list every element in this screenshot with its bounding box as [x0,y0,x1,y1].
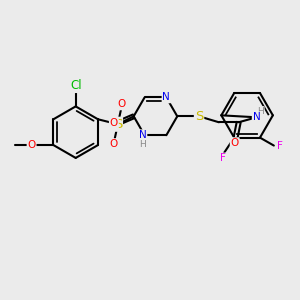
Text: S: S [195,110,203,123]
Text: H: H [139,140,146,148]
Text: N: N [163,92,170,102]
Text: N: N [253,112,260,122]
Text: O: O [231,138,239,148]
Text: F: F [220,153,226,164]
Text: O: O [110,139,118,149]
Text: F: F [277,141,283,151]
Text: O: O [118,99,126,110]
Text: O: O [28,140,36,150]
Text: O: O [110,118,118,128]
Text: S: S [114,118,122,131]
Text: N: N [139,130,146,140]
Text: H: H [257,107,264,116]
Text: Cl: Cl [70,79,82,92]
